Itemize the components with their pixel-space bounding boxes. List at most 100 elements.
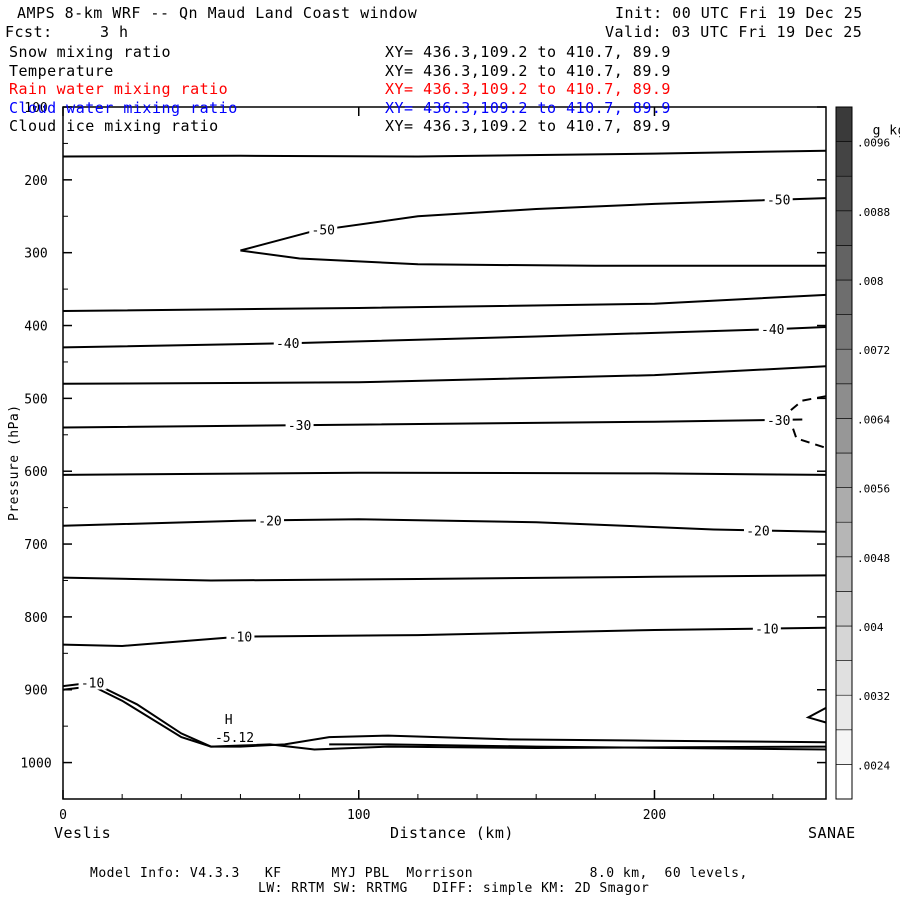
colorbar-segment-17 <box>835 175 853 212</box>
colorbar-frame <box>835 106 853 800</box>
colorbar-segment-5 <box>835 591 853 627</box>
colorbar-segment-1 <box>835 729 853 765</box>
colorbar-segment-2 <box>835 694 853 731</box>
forecast-value: 3 h <box>100 23 129 41</box>
high-marker: H <box>225 713 233 728</box>
chart-title: AMPS 8-km WRF -- Qn Maud Land Coast wind… <box>17 4 418 22</box>
high-value-label: -5.12 <box>215 731 254 746</box>
contour-line-1 <box>240 197 827 252</box>
contour-line-12 <box>62 681 827 748</box>
contour-label-11-0: -10 <box>229 631 252 646</box>
contour-label-4-0-bg <box>273 335 302 351</box>
y-tick-label-8: 900 <box>24 684 47 699</box>
colorbar-segment-6 <box>835 556 853 592</box>
contour-label-1-1-bg <box>764 191 793 207</box>
field-xy-temperature: XY= 436.3,109.2 to 410.7, 89.9 <box>385 62 671 80</box>
contour-label-6-1: -30 <box>767 414 790 429</box>
contour-label-6-0-bg <box>285 417 314 433</box>
colorbar-segment-10 <box>835 418 853 454</box>
plot-frame <box>62 106 827 800</box>
valid-time: Valid: 03 UTC Fri 19 Dec 25 <box>605 23 863 41</box>
field-xy-rain: XY= 436.3,109.2 to 410.7, 89.9 <box>385 80 671 98</box>
contour-label-4-1: -40 <box>761 323 784 338</box>
x-tick-label-1: 100 <box>347 808 370 823</box>
contour-line-14 <box>329 743 827 751</box>
field-name-rain: Rain water mixing ratio <box>9 80 229 98</box>
contour-label-9-1: -20 <box>746 524 769 539</box>
colorbar-segment-9 <box>835 452 853 488</box>
contour-label-12-0-bg <box>78 674 107 690</box>
colorbar-label-8: .0088 <box>857 206 890 219</box>
colorbar-label-5: .0064 <box>857 413 890 426</box>
contour-line-9 <box>62 518 827 533</box>
colorbar-label-4: .0056 <box>857 483 890 496</box>
colorbar-segment-8 <box>835 487 853 523</box>
contour-line-5 <box>62 365 827 385</box>
high-value-label-bg <box>212 729 257 745</box>
colorbar-segment-7 <box>835 521 853 558</box>
y-tick-label-3: 400 <box>24 320 47 335</box>
contour-line-2 <box>240 249 826 267</box>
colorbar-label-1: .0032 <box>857 690 890 703</box>
field-xy-cloud-water: XY= 436.3,109.2 to 410.7, 89.9 <box>385 99 671 117</box>
colorbar-segment-19 <box>835 106 853 142</box>
colorbar-segment-15 <box>835 245 853 281</box>
init-time: Init: 00 UTC Fri 19 Dec 25 <box>615 4 863 22</box>
colorbar-label-6: .0072 <box>857 344 890 357</box>
colorbar-segment-16 <box>835 210 853 246</box>
field-xy-cloud-ice: XY= 436.3,109.2 to 410.7, 89.9 <box>385 117 671 135</box>
contour-label-12-0: -10 <box>81 676 104 691</box>
colorbar-unit-text: g kg <box>872 123 900 139</box>
x-tick-label-0: 0 <box>59 808 67 823</box>
contour-label-1-0-bg <box>309 221 338 237</box>
contour-label-6-0: -30 <box>288 419 311 434</box>
contour-line-7 <box>786 395 827 449</box>
contour-label-11-1-bg <box>752 620 781 636</box>
model-info-line1: Model Info: V4.3.3 KF MYJ PBL Morrison 8… <box>90 866 748 881</box>
contour-label-1-1: -50 <box>767 194 790 209</box>
contour-label-11-1: -10 <box>755 623 778 638</box>
colorbar-segment-14 <box>835 279 853 315</box>
contour-label-11-0-bg <box>226 628 255 644</box>
y-tick-label-5: 600 <box>24 465 47 480</box>
contour-line-3 <box>62 293 827 312</box>
y-axis-label: Pressure (hPa) <box>7 404 22 521</box>
x-tick-label-2: 200 <box>643 808 666 823</box>
colorbar-segment-11 <box>835 383 853 419</box>
start-location-label: Veslis <box>54 824 112 842</box>
field-name-temperature: Temperature <box>9 62 114 80</box>
contour-label-9-0-bg <box>256 512 285 528</box>
end-location-label: SANAE <box>808 824 856 842</box>
contour-line-10 <box>62 574 827 582</box>
x-axis-label: Distance (km) <box>390 824 514 842</box>
field-xy-snow: XY= 436.3,109.2 to 410.7, 89.9 <box>385 43 671 61</box>
model-info-line2: LW: RRTM SW: RRTMG DIFF: simple KM: 2D S… <box>258 881 650 896</box>
colorbar-label-7: .008 <box>857 275 884 288</box>
y-tick-label-6: 700 <box>24 538 47 553</box>
contour-label-9-1-bg <box>743 522 772 538</box>
contour-label-4-0: -40 <box>276 337 299 352</box>
contour-label-6-1-bg <box>764 411 793 427</box>
contour-label-1-0: -50 <box>312 224 335 239</box>
contour-line-13 <box>62 685 827 751</box>
colorbar-segment-4 <box>835 625 853 661</box>
contour-label-9-0: -20 <box>258 514 281 529</box>
y-tick-label-0: 100 <box>24 101 47 116</box>
contour-line-11 <box>62 626 827 648</box>
contour-line-4 <box>62 326 827 349</box>
y-tick-label-2: 300 <box>24 247 47 262</box>
colorbar-label-9: .0096 <box>857 137 890 150</box>
field-name-cloud-water: Cloud water mixing ratio <box>9 99 238 117</box>
y-tick-label-9: 1000 <box>20 757 51 772</box>
contour-line-15 <box>805 707 827 724</box>
contour-line-6 <box>62 418 803 429</box>
y-tick-label-7: 800 <box>24 611 47 626</box>
colorbar-unit: g kg-1 <box>856 103 900 139</box>
y-tick-label-4: 500 <box>24 392 47 407</box>
contour-line-8 <box>62 471 827 476</box>
colorbar-label-3: .0048 <box>857 552 890 565</box>
contour-label-4-1-bg <box>758 321 787 337</box>
colorbar-segment-0 <box>835 764 853 800</box>
colorbar-segment-18 <box>835 141 853 177</box>
contour-line-0 <box>62 149 827 158</box>
